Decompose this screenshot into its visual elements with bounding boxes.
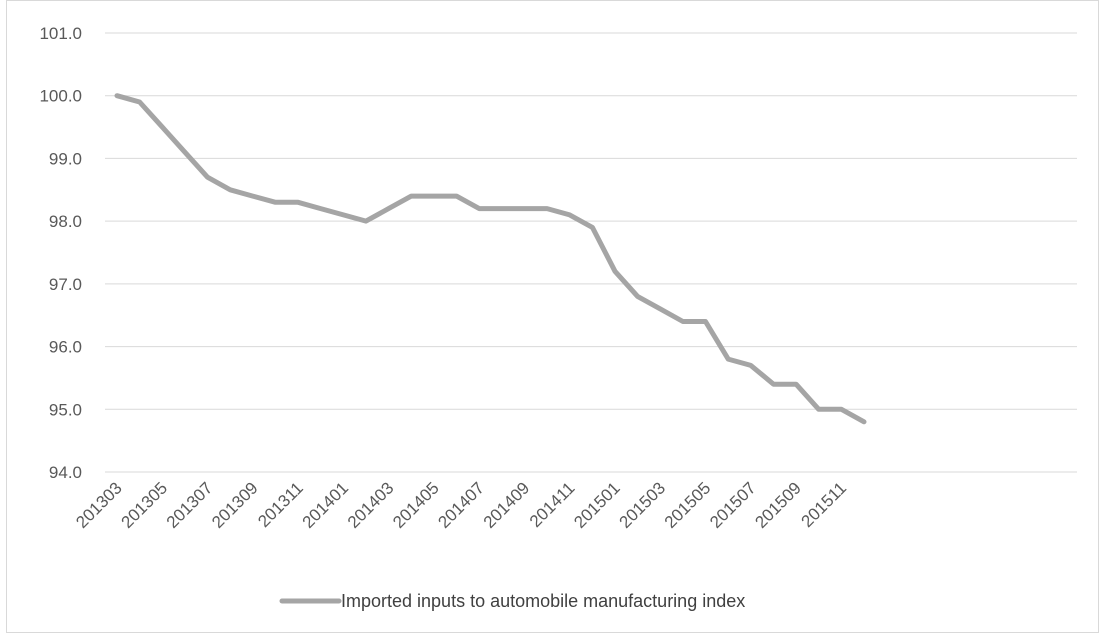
x-tick-label: 201309 — [208, 478, 262, 532]
x-tick-label: 201511 — [798, 478, 851, 531]
legend: Imported inputs to automobile manufactur… — [279, 591, 745, 611]
x-axis: 2013032013052013072013092013112014012014… — [72, 478, 850, 532]
x-tick-label: 201407 — [434, 478, 488, 532]
x-tick-label: 201403 — [344, 478, 398, 532]
legend-label: Imported inputs to automobile manufactur… — [341, 591, 745, 611]
y-tick-label: 96.0 — [49, 338, 82, 357]
y-tick-label: 98.0 — [49, 212, 82, 231]
x-tick-label: 201503 — [616, 478, 670, 532]
x-tick-label: 201401 — [299, 478, 353, 532]
x-tick-label: 201501 — [570, 478, 624, 532]
x-tick-label: 201405 — [389, 478, 443, 532]
y-tick-label: 101.0 — [39, 24, 82, 43]
chart-area — [6, 0, 1099, 633]
x-tick-label: 201509 — [751, 478, 805, 532]
series-layer — [114, 93, 867, 425]
x-tick-label: 201507 — [706, 478, 760, 532]
x-tick-label: 201307 — [163, 478, 217, 532]
series-line — [114, 93, 867, 425]
x-tick-label: 201409 — [480, 478, 534, 532]
gridlines — [105, 32, 1077, 473]
x-tick-label: 201311 — [254, 478, 307, 531]
x-tick-label: 201303 — [72, 478, 126, 532]
y-tick-label: 95.0 — [49, 400, 82, 419]
y-tick-label: 97.0 — [49, 275, 82, 294]
y-tick-label: 99.0 — [49, 149, 82, 168]
x-tick-label: 201505 — [661, 478, 715, 532]
y-tick-label: 94.0 — [49, 463, 82, 482]
y-axis: 94.0 95.0 96.0 97.0 98.0 99.0 100.0 101.0 — [39, 24, 82, 482]
x-tick-label: 201411 — [526, 478, 579, 531]
x-tick-label: 201305 — [118, 478, 172, 532]
y-tick-label: 100.0 — [39, 87, 82, 106]
